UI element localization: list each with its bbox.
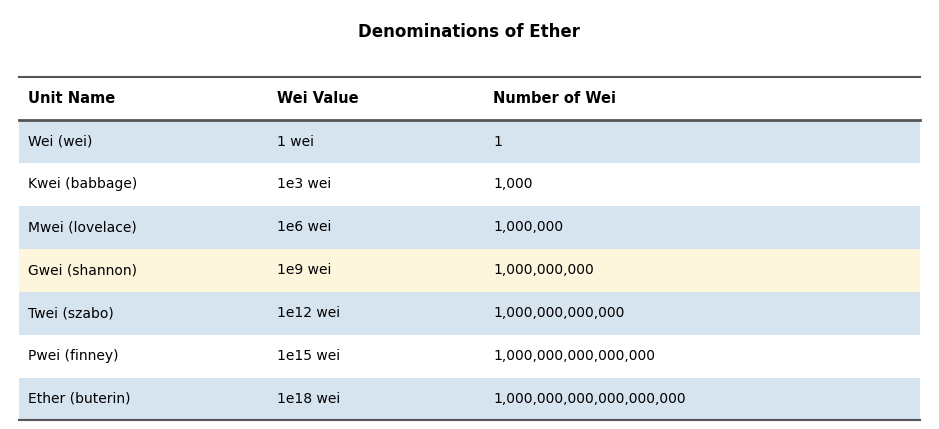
Bar <box>19 77 920 120</box>
Text: Twei (szabo): Twei (szabo) <box>28 306 114 320</box>
Text: 1,000,000: 1,000,000 <box>493 221 563 234</box>
Text: Gwei (shannon): Gwei (shannon) <box>28 263 137 277</box>
Text: Number of Wei: Number of Wei <box>493 91 616 106</box>
Text: 1e12 wei: 1e12 wei <box>277 306 340 320</box>
Bar <box>19 249 920 292</box>
Text: 1,000: 1,000 <box>493 178 532 191</box>
Text: Kwei (babbage): Kwei (babbage) <box>28 178 137 191</box>
Text: Ether (buterin): Ether (buterin) <box>28 392 131 406</box>
Text: Mwei (lovelace): Mwei (lovelace) <box>28 221 137 234</box>
Bar <box>19 206 920 249</box>
Text: Wei (wei): Wei (wei) <box>28 135 93 148</box>
Text: 1,000,000,000,000,000,000: 1,000,000,000,000,000,000 <box>493 392 685 406</box>
Text: 1e15 wei: 1e15 wei <box>277 349 340 363</box>
Text: Pwei (finney): Pwei (finney) <box>28 349 118 363</box>
Text: 1,000,000,000,000: 1,000,000,000,000 <box>493 306 624 320</box>
Text: Denominations of Ether: Denominations of Ether <box>359 23 580 41</box>
Bar <box>19 292 920 335</box>
Text: 1e3 wei: 1e3 wei <box>277 178 331 191</box>
Bar <box>19 120 920 163</box>
Text: Wei Value: Wei Value <box>277 91 359 106</box>
Text: 1,000,000,000,000,000: 1,000,000,000,000,000 <box>493 349 655 363</box>
Text: Unit Name: Unit Name <box>28 91 115 106</box>
Text: 1e18 wei: 1e18 wei <box>277 392 340 406</box>
Text: 1e9 wei: 1e9 wei <box>277 263 331 277</box>
Text: 1e6 wei: 1e6 wei <box>277 221 331 234</box>
Text: 1,000,000,000: 1,000,000,000 <box>493 263 593 277</box>
Bar <box>19 335 920 378</box>
Bar <box>19 163 920 206</box>
Text: 1: 1 <box>493 135 501 148</box>
Bar <box>19 378 920 420</box>
Text: 1 wei: 1 wei <box>277 135 314 148</box>
